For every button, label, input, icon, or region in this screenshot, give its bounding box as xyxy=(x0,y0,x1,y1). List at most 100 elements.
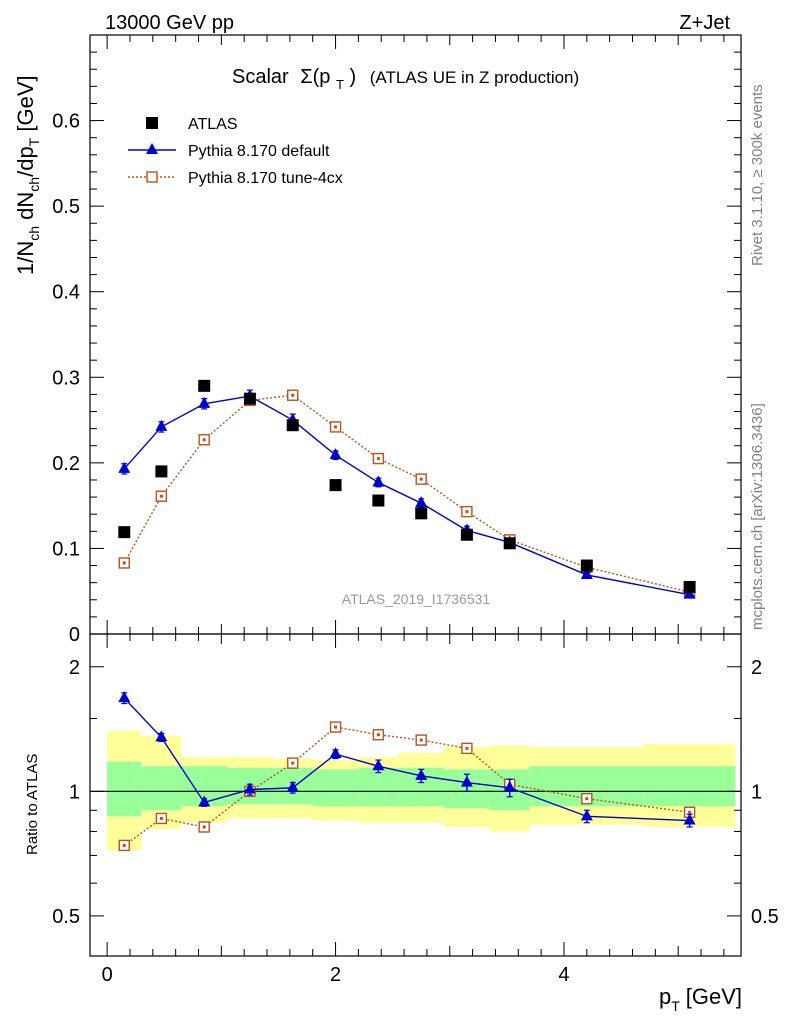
uncertainty-band-inner xyxy=(643,766,736,807)
data-point-atlas xyxy=(118,526,131,539)
y-tick-label: 0.1 xyxy=(52,538,80,560)
uncertainty-band-inner xyxy=(312,769,359,807)
xlabel-unit: [GeV] xyxy=(686,984,742,1009)
data-point-default xyxy=(372,759,385,771)
data-point-tune-center xyxy=(159,816,163,820)
process-label: Z+Jet xyxy=(679,12,730,34)
data-point-default xyxy=(329,448,342,460)
data-point-tune-center xyxy=(159,494,163,498)
data-point-atlas xyxy=(372,494,385,507)
y-tick-label: 0.6 xyxy=(52,111,80,133)
plot-title-rest: (ATLAS UE in Z production) xyxy=(370,68,579,87)
legend-atlas-marker xyxy=(146,117,158,129)
x-axis-label: pT [GeV] xyxy=(659,984,742,1014)
data-point-tune-center xyxy=(334,725,338,729)
data-point-default xyxy=(372,475,385,487)
data-point-default xyxy=(243,782,256,794)
ratio-y-tick-label-right: 1 xyxy=(751,781,762,803)
data-point-tune-center xyxy=(585,797,589,801)
ratio-y-tick-label-right: 0.5 xyxy=(751,906,779,928)
data-point-tune-center xyxy=(465,746,469,750)
beam-label: 13000 GeV pp xyxy=(105,12,234,34)
mcplots-label: mcplots.cern.ch [arXiv:1306.3436] xyxy=(749,403,766,630)
data-point-default xyxy=(503,780,516,792)
series-line-default xyxy=(123,395,690,596)
ylabel-part: [GeV] xyxy=(13,75,38,137)
data-point-atlas xyxy=(243,392,256,405)
uncertainty-band-inner xyxy=(141,766,182,811)
ylabel-sub: ch xyxy=(26,226,42,241)
x-tick-label: 0 xyxy=(102,964,113,986)
data-point-default xyxy=(683,813,696,825)
x-tick-label: 4 xyxy=(558,964,569,986)
data-point-default xyxy=(155,419,168,431)
data-point-default xyxy=(118,691,131,703)
y-tick-label: 0.5 xyxy=(52,196,80,218)
ratio-y-tick-label: 2 xyxy=(69,657,80,679)
data-point-tune-center xyxy=(376,457,380,461)
ylabel-part: /dp xyxy=(13,146,38,177)
data-point-tune-center xyxy=(688,810,692,814)
data-point-default xyxy=(198,396,211,408)
rivet-label: Rivet 3.1.10, ≥ 300k events xyxy=(749,84,766,266)
uncertainty-band-inner xyxy=(107,761,142,817)
data-point-tune-center xyxy=(376,733,380,737)
series-line-tune xyxy=(123,394,690,593)
uncertainty-band-inner xyxy=(358,767,399,807)
data-point-tune-center xyxy=(465,510,469,514)
data-point-default xyxy=(286,780,299,792)
data-point-atlas xyxy=(460,528,473,541)
legend-atlas-label: ATLAS xyxy=(188,116,238,133)
plot-title-sub: T xyxy=(336,77,344,92)
data-point-atlas xyxy=(329,479,342,492)
ratio-panel: 0.5 0.5 1 1 2 2 0 2 4 Ratio to ATLAS pT [GeV] xyxy=(24,633,779,1014)
data-point-tune-center xyxy=(202,438,206,442)
ratio-y-tick-label: 1 xyxy=(69,781,80,803)
ratio-panel-frame xyxy=(89,633,742,957)
data-point-atlas xyxy=(683,580,696,593)
data-point-atlas xyxy=(198,379,211,392)
data-point-atlas xyxy=(580,559,593,572)
data-point-default xyxy=(580,809,593,821)
ratio-y-tick-label-right: 2 xyxy=(751,657,762,679)
legend-tune-label: Pythia 8.170 tune-4cx xyxy=(188,170,343,187)
series-line-default xyxy=(123,697,690,822)
ratio-series xyxy=(118,691,696,852)
plot-title-close: ) xyxy=(350,66,357,88)
y-tick-label: 0.3 xyxy=(52,367,80,389)
data-point-tune-center xyxy=(419,477,423,481)
ratio-y-ticks: 0.5 0.5 1 1 2 2 xyxy=(52,657,779,928)
legend-default-label: Pythia 8.170 default xyxy=(188,143,330,160)
plot-title-sigma: Σ(p xyxy=(300,66,330,88)
data-point-atlas xyxy=(155,465,168,478)
data-point-tune-center xyxy=(122,561,126,565)
data-point-tune-center xyxy=(291,393,295,397)
data-point-default xyxy=(580,567,593,579)
xlabel-main: p xyxy=(659,984,671,1009)
legend-default-marker xyxy=(146,143,158,154)
data-point-atlas xyxy=(503,537,516,550)
ratio-y-axis-label: Ratio to ATLAS xyxy=(24,754,41,855)
ylabel-part: dN xyxy=(13,192,38,226)
y-tick-label: 0.4 xyxy=(52,282,80,304)
ylabel-sub: ch xyxy=(26,177,42,192)
main-x-ticks xyxy=(106,35,725,634)
main-y-axis-label: 1/Nch dNch/dpT [GeV] xyxy=(13,75,42,275)
data-point-default xyxy=(683,587,696,599)
x-tick-label: 2 xyxy=(330,964,341,986)
data-point-default xyxy=(155,730,168,742)
legend: ATLAS Pythia 8.170 default Pythia 8.170 … xyxy=(128,116,343,187)
plot-title: Scalar Σ(p T ) (ATLAS UE in Z production… xyxy=(232,66,579,94)
data-point-default xyxy=(118,461,131,473)
plot-title-main: Scalar xyxy=(232,66,289,88)
data-point-tune-center xyxy=(334,425,338,429)
data-point-tune-center xyxy=(291,761,295,765)
data-point-tune-center xyxy=(419,738,423,742)
data-point-default xyxy=(415,496,428,508)
main-panel: 0 0.1 0.2 0.3 0.4 0.5 0.6 Scalar Σ(p T ) (ATLA… xyxy=(13,34,742,646)
data-point-default xyxy=(329,747,342,759)
data-point-default xyxy=(460,775,473,787)
data-point-default xyxy=(198,795,211,807)
data-point-default xyxy=(415,768,428,780)
